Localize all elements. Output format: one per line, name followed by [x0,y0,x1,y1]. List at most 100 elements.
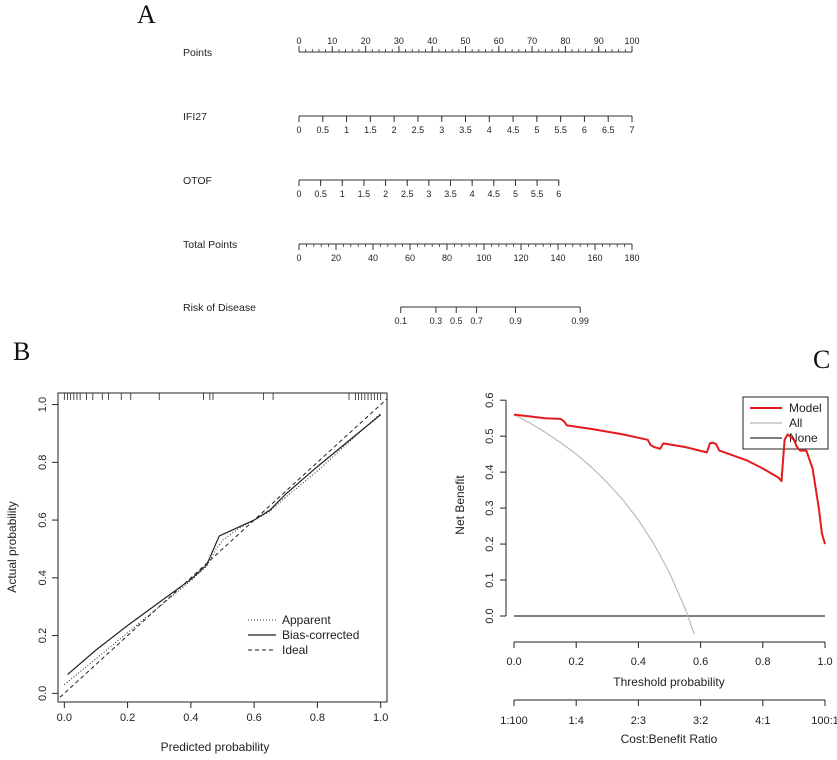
nomogram-tick-label-otof: 2.5 [401,189,414,199]
nomogram-tick-label-points: 100 [624,36,639,46]
nomogram-label-points: Points [183,47,212,59]
nomogram-tick-label-otof: 5.5 [531,189,544,199]
nomogram-tick-label-otof: 0 [296,189,301,199]
dca-legend: Model All None [742,396,829,450]
nomogram-tick-label-ifi27: 0 [296,125,301,135]
nomogram-tick-label-risk-of-disease: 0.9 [509,316,522,326]
calibration-y-tick-label: 1.0 [37,397,49,412]
dca-secondary-x-tick-label: 3:2 [693,715,708,727]
nomogram-tick-label-points: 40 [427,36,437,46]
dca-y-tick-label: 0.3 [484,500,496,515]
nomogram-tick-label-ifi27: 0.5 [317,125,330,135]
calibration-y-tick-label: 0.6 [37,512,49,527]
legend-label-model: Model [789,401,822,415]
nomogram-tick-label-ifi27: 5 [534,125,539,135]
nomogram-tick-label-points: 70 [527,36,537,46]
calibration-x-title: Predicted probability [161,740,270,754]
dca-y-tick-label: 0.2 [484,536,496,551]
nomogram-tick-label-otof: 0.5 [314,189,327,199]
panel-label-a: A [137,0,156,29]
nomogram-tick-label-ifi27: 7 [629,125,634,135]
panel-label-c: C [813,345,830,374]
nomogram-tick-label-ifi27: 3.5 [459,125,472,135]
nomogram-tick-label-ifi27: 1 [344,125,349,135]
calibration-x-tick-label: 0.4 [183,712,198,724]
dca-secondary-x-tick-label: 4:1 [755,715,770,727]
nomogram-tick-label-ifi27: 6.5 [602,125,615,135]
nomogram-tick-label-otof: 3 [426,189,431,199]
nomogram-tick-label-points: 10 [327,36,337,46]
nomogram-tick-label-risk-of-disease: 0.7 [470,316,483,326]
nomogram-tick-label-total-points: 180 [624,253,639,263]
nomogram-tick-label-total-points: 40 [368,253,378,263]
nomogram-tick-label-risk-of-disease: 0.1 [394,316,407,326]
calibration-legend: Apparent Bias-corrected Ideal [248,613,359,657]
nomogram-tick-label-points: 80 [560,36,570,46]
nomogram-tick-label-points: 20 [361,36,371,46]
dca-secondary-x-tick-label: 1:4 [569,715,584,727]
dca-x-title: Threshold probability [613,675,724,689]
dca-secondary-x-tick-label: 1:100 [500,715,528,727]
nomogram-tick-label-total-points: 0 [296,253,301,263]
calibration-x-tick-label: 0.0 [57,712,72,724]
dca-series-all [513,414,695,634]
dca-x-tick-label: 0.8 [755,656,770,668]
dca-secondary-x-tick-label: 2:3 [631,715,646,727]
dca-y-tick-label: 0.4 [484,464,496,479]
nomogram-tick-label-otof: 1 [340,189,345,199]
nomogram-tick-label-ifi27: 2.5 [412,125,425,135]
nomogram-tick-label-ifi27: 4.5 [507,125,520,135]
calibration-x-tick-label: 0.2 [120,712,135,724]
dca-y-tick-label: 0.1 [484,572,496,587]
calibration-series-ideal [58,398,387,700]
calibration-y-tick-label: 0.0 [37,686,49,701]
decision-curve-panel: Threshold probability Net Benefit Cost:B… [453,393,837,746]
nomogram-label-risk-of-disease: Risk of Disease [183,302,256,314]
nomogram-tick-label-total-points: 120 [513,253,528,263]
nomogram-tick-label-total-points: 20 [331,253,341,263]
nomogram-tick-label-risk-of-disease: 0.99 [571,316,589,326]
nomogram-tick-label-points: 50 [460,36,470,46]
nomogram-tick-label-otof: 2 [383,189,388,199]
calibration-y-tick-label: 0.4 [37,570,49,585]
legend-label-apparent: Apparent [282,613,331,627]
nomogram-tick-label-points: 0 [296,36,301,46]
dca-y-tick-label: 0.5 [484,429,496,444]
dca-y-title: Net Benefit [453,475,467,535]
calibration-y-tick-label: 0.8 [37,455,49,470]
calibration-panel: Predicted probability Actual probability… [5,392,388,754]
dca-y-tick-label: 0.6 [484,393,496,408]
nomogram-tick-label-otof: 6 [556,189,561,199]
dca-x-tick-label: 0.4 [631,656,646,668]
nomogram-tick-label-ifi27: 4 [487,125,492,135]
legend-label-all: All [789,416,802,430]
nomogram-tick-label-risk-of-disease: 0.5 [450,316,463,326]
dca-x-tick-label: 1.0 [817,656,832,668]
nomogram-tick-label-otof: 4 [470,189,475,199]
nomogram-tick-label-otof: 1.5 [358,189,371,199]
panel-label-b: B [13,337,30,366]
nomogram-label-ifi27: IFI27 [183,111,207,123]
dca-secondary-x-tick-label: 100:1 [811,715,837,727]
dca-y-tick-label: 0.0 [484,608,496,623]
calibration-x-tick-label: 1.0 [373,712,388,724]
dca-x-tick-label: 0.2 [569,656,584,668]
nomogram-tick-label-ifi27: 1.5 [364,125,377,135]
dca-series-model [513,413,826,545]
nomogram-tick-label-ifi27: 2 [392,125,397,135]
nomogram-label-total-points: Total Points [183,239,237,251]
nomogram-tick-label-points: 90 [594,36,604,46]
calibration-x-tick-label: 0.8 [310,712,325,724]
nomogram-tick-label-otof: 3.5 [444,189,457,199]
nomogram-tick-label-total-points: 140 [550,253,565,263]
nomogram-tick-label-ifi27: 5.5 [554,125,567,135]
dca-x-tick-label: 0.0 [506,656,521,668]
nomogram-tick-label-risk-of-disease: 0.3 [430,316,443,326]
nomogram-tick-label-total-points: 80 [442,253,452,263]
calibration-plot-frame [57,392,388,703]
calibration-y-title: Actual probability [5,501,19,592]
legend-label-bias-corrected: Bias-corrected [282,628,359,642]
calibration-x-tick-label: 0.6 [246,712,261,724]
